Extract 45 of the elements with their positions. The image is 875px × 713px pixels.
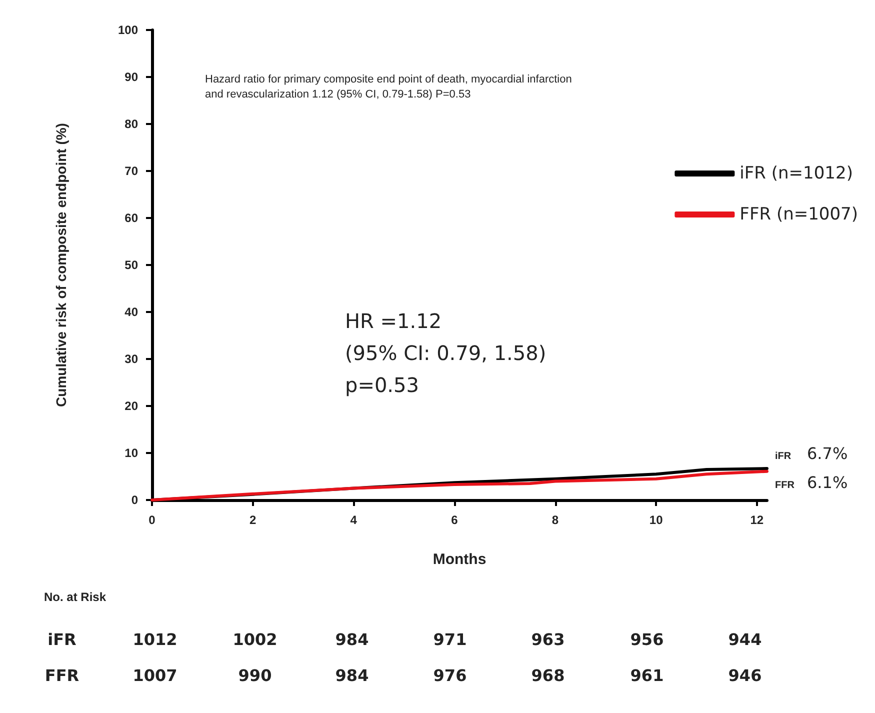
text: 976 (433, 666, 467, 685)
x-axis-title: Months (432, 551, 486, 568)
x-tick-label: 10 (649, 513, 664, 527)
y-tick-label: 90 (124, 70, 138, 84)
annotation: HR =1.12 (95% CI: 0.79, 1.58) p=0.53 (345, 309, 546, 397)
y-tick-label: 0 (131, 493, 138, 507)
text: 963 (531, 630, 565, 649)
text: 6.1% (807, 472, 848, 492)
text: 968 (531, 666, 565, 685)
text: 6.7% (807, 444, 848, 464)
y-tick-label: 20 (124, 399, 138, 413)
y-axis-title: Cumulative risk of composite endpoint (%) (53, 123, 69, 407)
y-tick-label: 80 (124, 117, 138, 131)
x-tick-label: 2 (249, 513, 256, 527)
text: 971 (433, 630, 467, 649)
text: 984 (335, 630, 369, 649)
text: FFR (775, 480, 796, 491)
text: 1007 (132, 666, 178, 685)
text: 956 (630, 630, 664, 649)
text: 961 (630, 666, 664, 685)
text: iFR (775, 451, 792, 462)
x-tick-label: 0 (148, 513, 156, 527)
text: 1012 (132, 630, 178, 649)
text: 1002 (232, 630, 278, 649)
text: iFR (48, 630, 76, 649)
text: 946 (728, 666, 762, 685)
y-tick-label: 60 (124, 211, 138, 225)
x-tick-label: 6 (451, 513, 458, 527)
y-tick-label: 30 (124, 352, 138, 366)
x-tick-label: 12 (750, 513, 764, 527)
y-tick-label: 40 (124, 305, 138, 319)
y-tick-label: 70 (124, 164, 138, 178)
legend-label: iFR (n=1012) (740, 164, 853, 184)
y-tick-label: 100 (118, 23, 138, 37)
x-tick-label: 8 (552, 513, 559, 527)
y-tick-label: 50 (124, 258, 138, 272)
y-tick-label: 10 (124, 446, 138, 460)
text: 984 (335, 666, 369, 685)
x-tick-label: 4 (350, 513, 358, 527)
text: 944 (728, 630, 762, 649)
legend-label: FFR (n=1007) (740, 204, 858, 224)
annotation: Hazard ratio for primary composite end point of death, myocardial infarction and revascularization 1.12 (95% CI, 0.79-1.58) P=0.53 (205, 74, 572, 100)
text: No. at Risk (44, 590, 106, 604)
text: 990 (238, 666, 272, 685)
text: FFR (44, 666, 80, 685)
